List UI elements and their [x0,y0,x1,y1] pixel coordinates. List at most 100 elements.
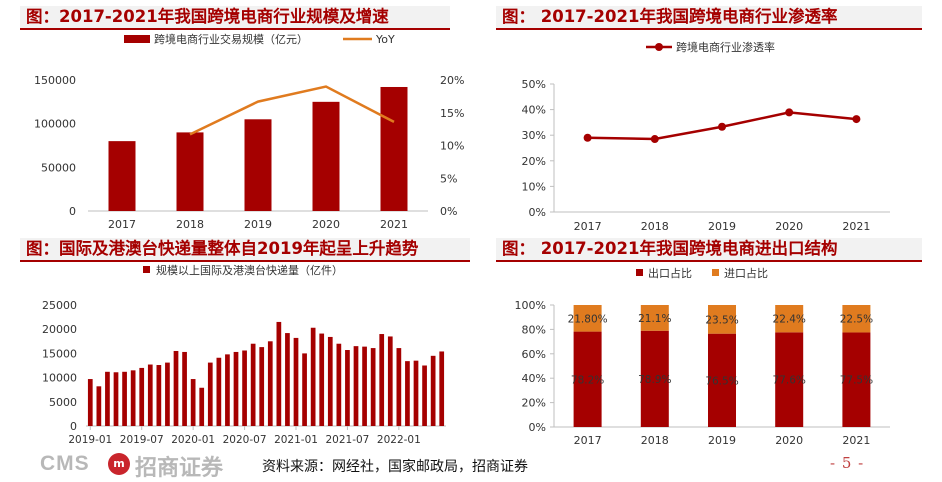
chart3-bar [370,348,376,426]
chart4-import-bar [640,305,669,331]
chart3-xtick: 2020-01 [171,434,215,446]
chart3-bar [165,362,170,426]
chart1-xtick: 2017 [108,218,136,231]
chart4-ytick: 60% [522,348,546,361]
chart3-xtick: 2020-07 [223,434,267,446]
chart3-xtick: 2021-07 [325,434,369,446]
chart3-bar [250,343,256,426]
chart3-ytick: 10000 [42,372,77,385]
chart3-bar [156,365,162,426]
chart3-xtick: 2021-01 [274,434,318,446]
chart4-import-bar [775,305,804,333]
chart1-xtick: 2021 [380,218,408,231]
chart4-import-bar [842,305,871,333]
chart4-ytick: 80% [522,323,546,336]
chart4-export-bar [640,330,669,427]
chart4-legend-import-label: 进口占比 [724,266,768,280]
chart1-ytick: 150000 [34,74,76,87]
cms-logo-badge-icon: m [108,453,130,475]
chart3-bar [405,361,410,426]
chart4-import-label: 21.80% [568,313,608,325]
chart3-bar [413,360,419,426]
chart3-bar [113,372,119,426]
chart2-ytick: 40% [522,104,546,117]
chart3-bar [147,364,153,426]
chart4-xtick: 2019 [708,434,736,447]
chart3-bar [87,379,93,426]
chart4-xtick: 2017 [574,434,602,447]
chart1-bar [312,101,340,211]
chart3-bar [302,353,307,426]
chart3-bar [182,351,187,426]
chart2-point [650,135,659,144]
chart1-legend-bar-swatch [124,35,150,43]
chart3-xtick: 2022-01 [377,434,421,446]
chart3-ytick: 5000 [49,396,77,409]
chart3-bar [285,333,290,426]
chart4-import-bar [708,305,736,334]
chart4-export-label: 78.9% [638,374,671,386]
footer: CMS m 招商证券 资料来源：网经社，国家邮政局，招商证券 - 5 - [0,450,942,481]
chart3-bar [267,341,273,426]
chart2-point [583,133,592,142]
chart3-bar [122,371,127,426]
chart3-ytick: 0 [70,420,77,433]
chart1-bar [176,132,204,211]
chart1-bar [380,86,408,211]
chart1-xtick: 2019 [244,218,272,231]
chart4-export-bar [573,331,602,427]
chart4-import-bar [573,305,602,332]
chart4-xtick: 2021 [842,434,870,447]
chart2-legend-swatch-marker [655,43,663,51]
chart1-legend-bar-label: 跨境电商行业交易规模（亿元） [154,32,308,46]
chart1-xtick: 2018 [176,218,204,231]
chart4-xtick: 2020 [775,434,803,447]
chart4-legend-export-swatch [636,269,643,276]
chart1-ytick: 0 [69,205,76,218]
cms-logo-text: CMS [40,452,90,475]
chart4-export-bar [775,332,804,427]
chart1-y2tick: 15% [440,107,464,120]
chart3-legend-label: 规模以上国际及港澳台快递量（亿件） [156,263,343,277]
chart3-bar [259,347,265,426]
chart4-import-label: 22.5% [840,314,873,326]
chart3-bar [430,355,436,426]
chart3-bar [310,327,316,426]
chart3-bar [439,351,445,426]
chart4-import-label: 22.4% [773,314,806,326]
chart3-bar [319,333,325,426]
chart1-y2tick: 0% [440,205,457,218]
chart3-bar [293,337,299,426]
chart3-bar [336,343,342,426]
chart1-ytick: 50000 [41,161,76,174]
chart3-bar [379,334,385,426]
chart3-bar [216,357,222,426]
chart2-point [785,108,794,117]
chart3-xtick: 2019-01 [68,434,112,446]
chart3-bar [396,348,402,426]
chart4-export-bar [842,332,871,427]
chart3-xtick: 2019-07 [120,434,164,446]
chart4-ytick: 100% [515,299,546,312]
chart3-bar [190,379,196,426]
chart3-bar [225,354,230,426]
chart3-title-rule [20,260,470,262]
chart1-legend-line-label: YoY [375,33,395,46]
chart3-bar [207,362,213,426]
cms-logo-chinese: 招商证券 [135,456,224,481]
page-number: - 5 - [830,454,865,472]
chart2-xtick: 2020 [775,220,803,233]
chart2-xtick: 2019 [708,220,736,233]
chart2-ytick: 0% [529,206,546,219]
chart3-ytick: 20000 [42,323,77,336]
chart4-export-label: 78.2% [571,374,604,386]
chart2-ytick: 30% [522,129,546,142]
chart4-import-label: 21.1% [638,313,671,325]
chart1-title-rule [20,28,450,30]
chart3-bar [387,336,393,426]
chart3-legend-swatch [143,266,150,273]
chart3-bar [353,346,359,426]
chart4-xtick: 2018 [641,434,669,447]
chart4-legend-import-swatch [712,269,719,276]
